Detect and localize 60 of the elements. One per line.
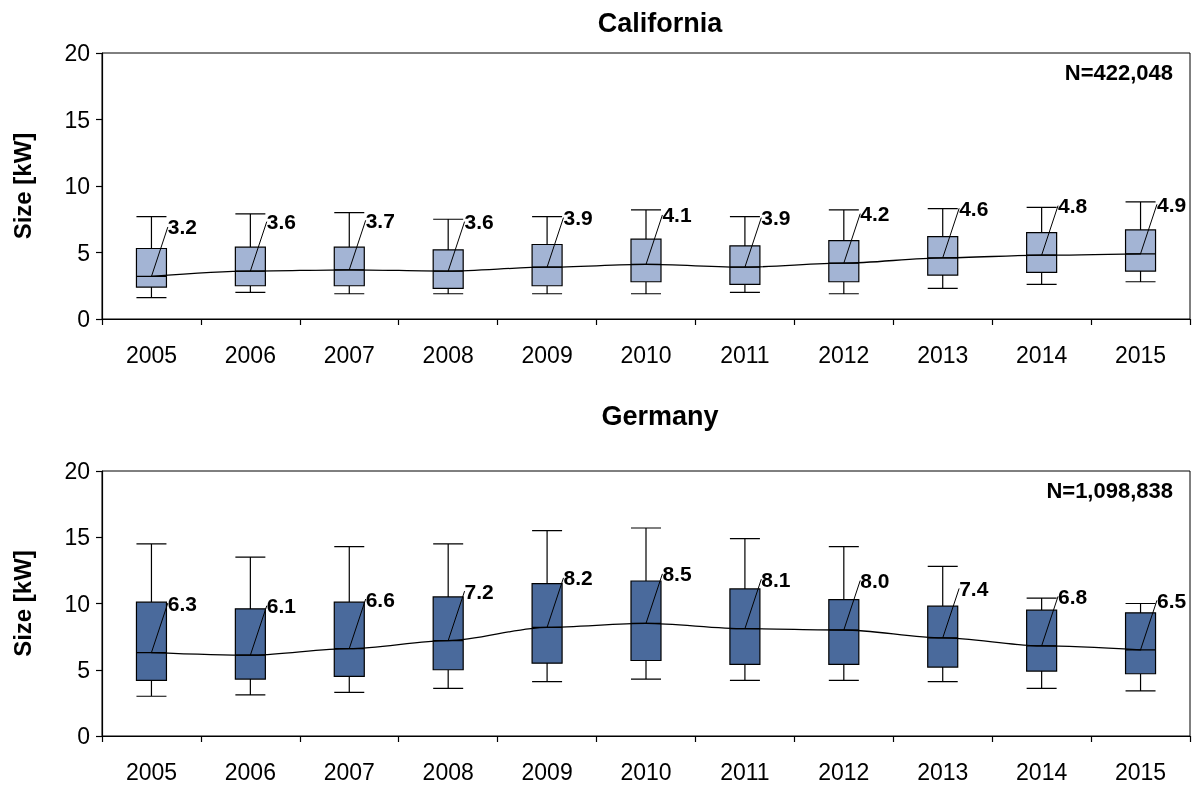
x-tick-label: 2007 bbox=[323, 758, 375, 785]
x-tick-label: 2014 bbox=[1016, 758, 1068, 785]
data-label: 8.5 bbox=[662, 562, 692, 586]
y-tick-label: 10 bbox=[64, 173, 90, 199]
x-tick-label: 2005 bbox=[125, 341, 178, 368]
x-tick-label: 2006 bbox=[224, 758, 276, 785]
y-axis-title: Size [kW] bbox=[8, 132, 36, 240]
y-tick-label: 0 bbox=[77, 723, 90, 749]
x-tick-label: 2005 bbox=[125, 758, 178, 785]
y-axis-title: Size [kW] bbox=[8, 550, 36, 657]
y-tick-label: 5 bbox=[77, 656, 90, 683]
data-label: 6.6 bbox=[365, 587, 395, 611]
chart-title: Germany bbox=[601, 400, 719, 431]
x-tick-label: 2012 bbox=[818, 341, 870, 368]
data-label: 6.1 bbox=[266, 594, 297, 618]
x-tick-label: 2010 bbox=[620, 341, 672, 368]
data-label: 4.8 bbox=[1058, 194, 1088, 218]
data-label: 3.6 bbox=[464, 210, 494, 234]
x-tick-label: 2008 bbox=[422, 341, 474, 368]
y-tick-label: 15 bbox=[64, 106, 90, 133]
data-label: 3.6 bbox=[266, 210, 296, 234]
data-label: 6.3 bbox=[167, 591, 198, 615]
x-tick-label: 2007 bbox=[323, 341, 375, 368]
x-tick-label: 2006 bbox=[224, 341, 276, 368]
x-tick-label: 2009 bbox=[521, 758, 573, 785]
y-tick-label: 10 bbox=[64, 590, 90, 617]
y-tick-label: 15 bbox=[64, 524, 90, 551]
y-tick-label: 20 bbox=[64, 40, 90, 66]
x-tick-label: 2015 bbox=[1114, 341, 1167, 368]
data-label: 8.1 bbox=[761, 567, 791, 591]
data-label: 8.2 bbox=[563, 566, 593, 590]
data-label: 7.4 bbox=[959, 576, 989, 600]
x-tick-label: 2009 bbox=[521, 341, 573, 368]
x-tick-label: 2014 bbox=[1016, 341, 1068, 368]
chart-title: California bbox=[597, 7, 724, 38]
y-tick-label: 5 bbox=[77, 239, 90, 266]
x-tick-label: 2015 bbox=[1114, 758, 1167, 785]
x-tick-label: 2011 bbox=[720, 758, 770, 785]
y-tick-label: 20 bbox=[64, 458, 90, 484]
data-label: 4.9 bbox=[1156, 192, 1187, 216]
data-label: 3.9 bbox=[563, 206, 593, 230]
x-tick-label: 2010 bbox=[620, 758, 672, 785]
annotation: N=422,048 bbox=[1064, 59, 1174, 85]
y-tick-label: 0 bbox=[77, 306, 90, 332]
annotation: N=1,098,838 bbox=[1046, 477, 1173, 503]
data-label: 4.2 bbox=[860, 202, 890, 226]
data-label: 6.8 bbox=[1058, 584, 1088, 608]
data-label: 3.7 bbox=[365, 208, 395, 232]
data-label: 4.1 bbox=[662, 203, 692, 227]
data-label: 4.6 bbox=[959, 196, 989, 220]
data-label: 8.0 bbox=[860, 569, 890, 592]
x-tick-label: 2011 bbox=[720, 341, 770, 368]
data-label: 6.5 bbox=[1156, 588, 1187, 612]
data-label: 3.9 bbox=[761, 206, 791, 230]
x-tick-label: 2008 bbox=[422, 758, 474, 785]
x-tick-label: 2012 bbox=[818, 758, 870, 785]
data-label: 3.2 bbox=[167, 215, 198, 239]
data-label: 7.2 bbox=[464, 579, 494, 603]
x-tick-label: 2013 bbox=[917, 341, 969, 368]
x-tick-label: 2013 bbox=[917, 758, 969, 785]
